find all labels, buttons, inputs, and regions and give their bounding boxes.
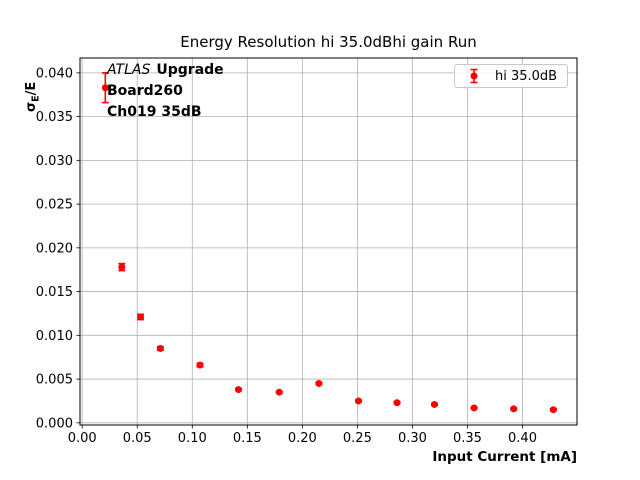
x-tick-label: 0.00 [68,431,97,446]
data-point [315,379,323,387]
legend-label: hi 35.0dB [495,68,558,84]
x-tick-label: 0.35 [453,431,482,446]
annotation-board: Board260 [107,83,183,99]
data-point [430,400,438,408]
legend: hi 35.0dB [454,64,568,88]
x-tick-label: 0.40 [508,431,537,446]
y-tick-label: 0.035 [36,110,73,125]
x-tick-label: 0.20 [288,431,317,446]
data-point [235,386,243,394]
annotation-block: ATLAS Upgrade Board260 Ch019 35dB [107,60,224,123]
data-point [275,388,283,396]
annotation-tag: Upgrade [156,62,224,78]
data-point [549,406,557,414]
data-point [118,263,126,271]
x-tick-label: 0.30 [398,431,427,446]
axes-spines [79,57,578,426]
y-tick-label: 0.005 [36,373,73,388]
data-point [156,344,164,352]
chart-title: Energy Resolution hi 35.0dBhi gain Run [180,33,477,51]
x-tick-label: 0.25 [343,431,372,446]
data-point [470,404,478,412]
x-tick-label: 0.10 [178,431,207,446]
y-tick-label: 0.010 [36,329,73,344]
annotation-channel: Ch019 35dB [107,104,202,120]
x-tick-label: 0.05 [123,431,152,446]
data-point [393,399,401,407]
y-tick-label: 0.040 [36,66,73,81]
x-axis-label: Input Current [mA] [432,449,577,465]
ylabel-rest: /E [24,81,39,96]
y-tick-label: 0.015 [36,285,73,300]
data-point [101,84,109,92]
x-tick-label: 0.15 [233,431,262,446]
annotation-line-1: ATLAS Upgrade [107,60,224,81]
y-axis-label: σE/E [24,82,42,112]
data-point [354,397,362,405]
y-tick-label: 0.030 [36,154,73,169]
data-point [510,405,518,413]
ylabel-subscript: E [30,95,42,102]
y-tick-label: 0.025 [36,198,73,213]
y-tick-label: 0.020 [36,241,73,256]
data-point [137,313,145,321]
legend-marker-dot [470,72,478,80]
annotation-experiment: ATLAS [107,62,151,78]
ylabel-sigma: σ [24,101,39,112]
data-point [196,361,204,369]
legend-errorbar-icon [470,68,478,84]
y-tick-label: 0.000 [36,416,73,431]
